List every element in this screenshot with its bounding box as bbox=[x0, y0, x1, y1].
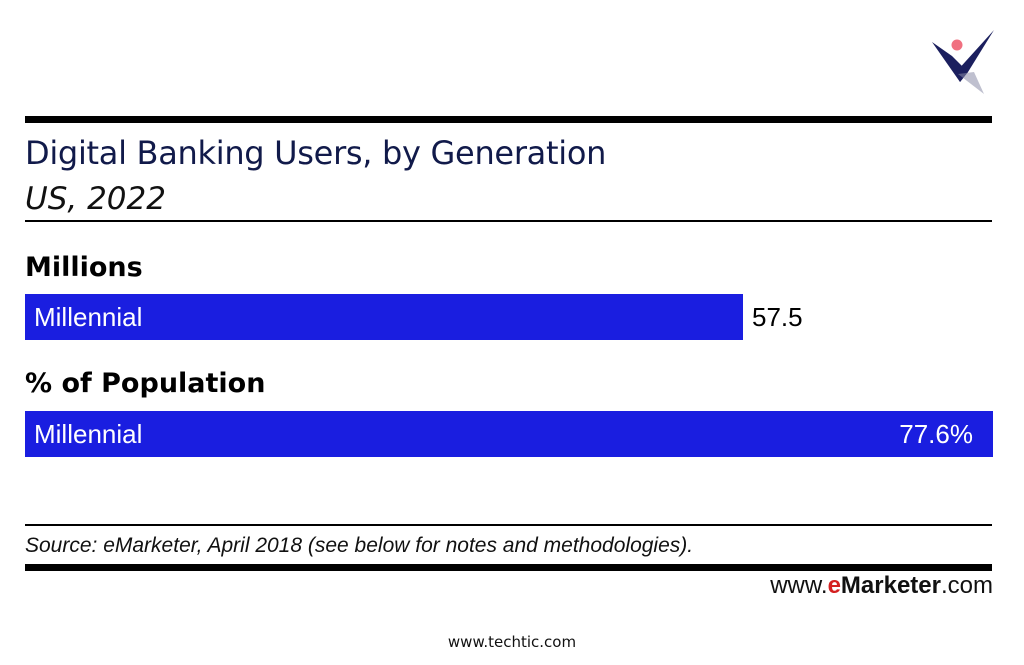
footer-url: www.techtic.com bbox=[447, 633, 577, 651]
panel-percent: Millennial 77.6% bbox=[25, 411, 993, 457]
top-rule bbox=[25, 116, 992, 123]
brand-suffix: .com bbox=[940, 572, 993, 599]
bar-category-label: Millennial bbox=[34, 419, 143, 449]
source-divider-top bbox=[25, 524, 992, 526]
bar-millennial-percent bbox=[25, 411, 993, 457]
bar-category-label: Millennial bbox=[34, 302, 143, 332]
brand-prefix: www. bbox=[770, 572, 828, 599]
bar-millennial-millions bbox=[25, 294, 743, 340]
techtic-logo-icon bbox=[932, 30, 994, 94]
emarketer-brand: www.eMarketer.com bbox=[770, 572, 993, 600]
brand-e: e bbox=[827, 572, 841, 599]
panel-label-percent: % of Population bbox=[25, 368, 266, 399]
title-divider bbox=[25, 220, 992, 222]
bar-value-label: 57.5 bbox=[752, 302, 803, 332]
source-note: Source: eMarketer, April 2018 (see below… bbox=[25, 534, 694, 557]
source-divider-bottom bbox=[25, 564, 992, 571]
brand-name: Marketer bbox=[840, 572, 941, 599]
panel-label-millions: Millions bbox=[25, 252, 143, 283]
chart-title: Digital Banking Users, by Generation bbox=[25, 134, 607, 172]
chart-subtitle: US, 2022 bbox=[25, 181, 166, 217]
bar-value-label: 77.6% bbox=[899, 419, 973, 449]
panel-millions: Millennial 57.5 bbox=[25, 294, 993, 340]
